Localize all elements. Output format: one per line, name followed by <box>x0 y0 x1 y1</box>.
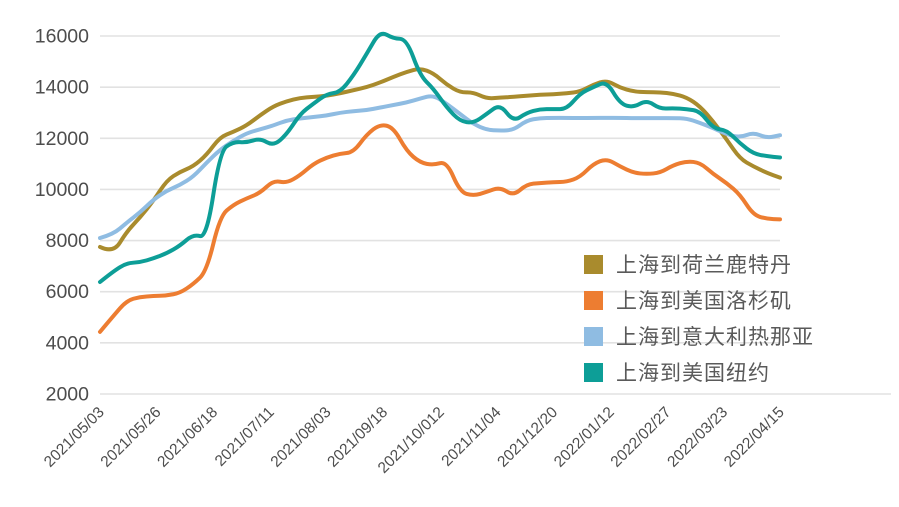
series-line-2 <box>98 94 782 241</box>
x-tick-label: 2021/05/03 <box>41 404 108 471</box>
y-tick-label: 6000 <box>46 281 90 303</box>
legend-label: 上海到意大利热那亚 <box>616 326 814 349</box>
legend-swatch-icon <box>584 326 603 346</box>
x-tick-label: 2021/05/26 <box>98 404 165 471</box>
y-tick-label: 10000 <box>35 179 89 201</box>
x-tick-label: 2021/12/20 <box>494 404 561 471</box>
x-tick-label: 2022/04/15 <box>721 404 788 471</box>
x-axis-labels: 2021/05/032021/05/262021/06/182021/07/11… <box>41 404 788 477</box>
x-tick-label: 2022/02/27 <box>608 404 675 471</box>
x-tick-label: 2021/06/18 <box>154 404 221 471</box>
series-lines <box>98 31 782 334</box>
x-tick-label: 2021/08/03 <box>268 404 335 471</box>
legend-item-2: 上海到意大利热那亚 <box>584 318 814 354</box>
series-line-0 <box>98 67 782 252</box>
y-tick-label: 2000 <box>46 384 90 406</box>
legend-swatch-icon <box>584 290 603 310</box>
y-axis-labels: 2000 4000 6000 8000 10000 12000 14000 16000 <box>35 26 89 406</box>
y-tick-label: 14000 <box>35 77 89 99</box>
series-line-3 <box>98 31 782 284</box>
legend-swatch-icon <box>584 362 603 382</box>
legend-label: 上海到荷兰鹿特丹 <box>616 254 792 277</box>
legend-item-3: 上海到美国纽约 <box>584 354 814 390</box>
y-tick-label: 16000 <box>35 26 89 48</box>
x-tick-label: 2022/01/12 <box>551 404 618 471</box>
legend-item-0: 上海到荷兰鹿特丹 <box>584 246 814 282</box>
legend-swatch-icon <box>584 254 603 274</box>
x-tick-label: 2022/03/23 <box>664 404 731 471</box>
y-tick-label: 12000 <box>35 128 89 150</box>
legend-label: 上海到美国洛杉矶 <box>616 290 792 313</box>
y-tick-label: 8000 <box>46 230 90 252</box>
y-tick-label: 4000 <box>46 332 90 354</box>
legend-item-1: 上海到美国洛杉矶 <box>584 282 814 318</box>
legend-label: 上海到美国纽约 <box>616 362 770 385</box>
series-line-1 <box>98 123 782 334</box>
legend: 上海到荷兰鹿特丹 上海到美国洛杉矶 上海到意大利热那亚 上海到美国纽约 <box>584 246 814 390</box>
